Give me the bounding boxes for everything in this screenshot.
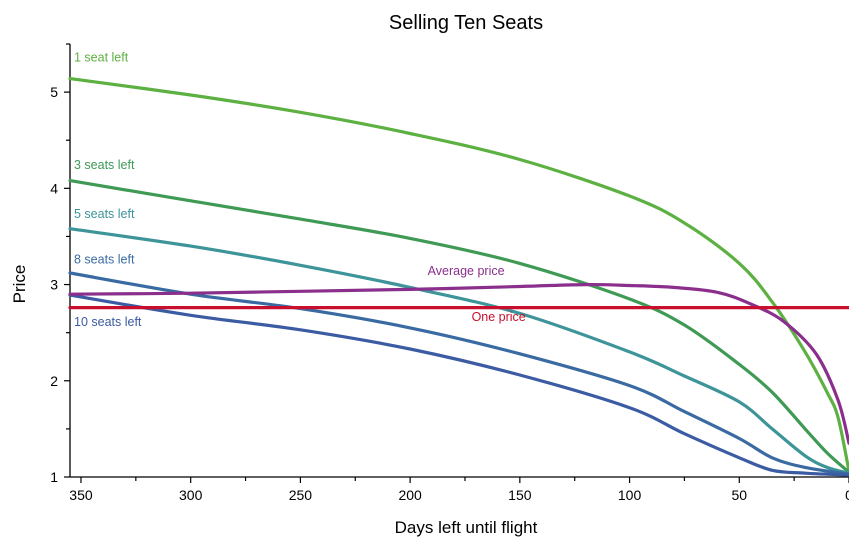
x-tick-label: 250 xyxy=(289,487,313,503)
y-axis-title: Price xyxy=(10,265,29,304)
y-tick-label: 3 xyxy=(50,277,58,293)
series-label-8-seats-left: 8 seats left xyxy=(74,252,135,266)
series-line-10-seats-left xyxy=(68,293,849,477)
y-tick-label: 4 xyxy=(50,180,58,196)
series-line-5-seats-left xyxy=(68,227,849,475)
y-tick-label: 5 xyxy=(50,84,58,100)
series-label-5-seats-left: 5 seats left xyxy=(74,207,135,221)
axes: 1 2 3 4 5 350 300 250 200 150 100 50 0 xyxy=(50,43,849,503)
x-tick-label: 200 xyxy=(398,487,422,503)
x-tick-label: 300 xyxy=(179,487,203,503)
x-tick-label: 50 xyxy=(731,487,747,503)
y-tick-label: 1 xyxy=(50,469,58,485)
series-line-1-seat-left xyxy=(68,77,849,473)
x-tick-label: 350 xyxy=(69,487,93,503)
series-layer xyxy=(68,77,849,477)
series-label-10-seats-left: 10 seats left xyxy=(74,315,142,329)
series-label-average-price: Average price xyxy=(428,264,505,278)
x-tick-label: 100 xyxy=(618,487,642,503)
series-label-one-price: One price xyxy=(472,310,526,324)
series-label-1-seat-left: 1 seat left xyxy=(74,50,129,64)
x-tick-label: 150 xyxy=(508,487,532,503)
y-tick-label: 2 xyxy=(50,373,58,389)
x-tick-label: 0 xyxy=(845,487,849,503)
series-line-average-price xyxy=(68,282,849,445)
series-line-8-seats-left xyxy=(68,271,849,476)
series-line-3-seats-left xyxy=(68,179,849,474)
series-label-3-seats-left: 3 seats left xyxy=(74,158,135,172)
chart-title: Selling Ten Seats xyxy=(389,12,543,34)
x-axis-title: Days left until flight xyxy=(395,518,538,537)
series-label-layer: 1 seat left 3 seats left 5 seats left 8 sea… xyxy=(74,50,526,329)
